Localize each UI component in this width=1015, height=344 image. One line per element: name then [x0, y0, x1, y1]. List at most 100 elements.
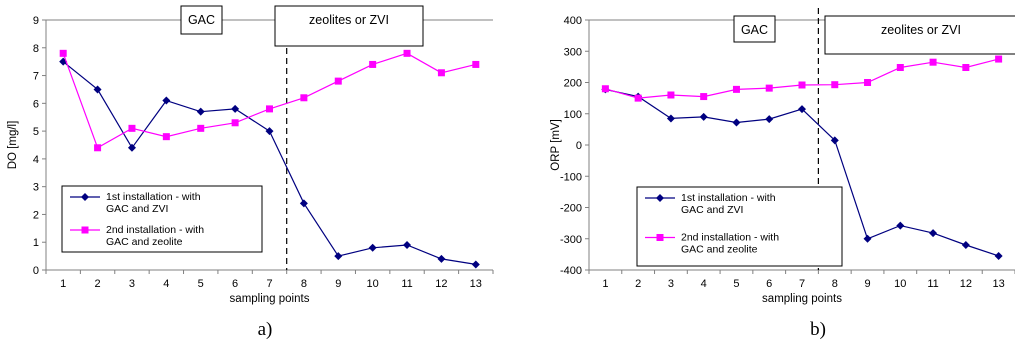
x-tick-label: 10 — [367, 278, 379, 290]
y-tick-label: 9 — [33, 15, 39, 27]
series-2-point — [601, 85, 609, 93]
series-1-point — [368, 243, 377, 252]
series-2-point — [437, 69, 445, 77]
x-tick-label: 2 — [635, 278, 641, 290]
series-2-point — [995, 55, 1003, 63]
y-tick-label: 300 — [564, 46, 582, 58]
x-tick-label: 13 — [992, 278, 1004, 290]
y-tick-label: 0 — [33, 265, 39, 277]
x-tick-label: 7 — [799, 278, 805, 290]
x-tick-label: 9 — [335, 278, 341, 290]
legend-entry-text: 2nd installation - with — [681, 232, 779, 244]
series-2-point — [896, 64, 904, 71]
legend-entry-text: GAC and zeolite — [681, 244, 758, 256]
chart-panel-b: -400 -300 -200 -100 0 100 200 300 400 1 2 3 4 5 6 7 8 9 10… — [508, 0, 1015, 344]
zeolites-zvi-box — [824, 15, 1015, 55]
series-1-point — [437, 254, 446, 263]
y-tick-label: -300 — [560, 234, 582, 246]
series-1-point — [93, 85, 102, 94]
series-1-point — [666, 114, 675, 123]
series-1-point — [929, 229, 938, 238]
series-1-point — [765, 115, 774, 124]
legend-entry-text: 1st installation - with — [681, 192, 776, 204]
legend-entry-text: GAC and ZVI — [106, 203, 168, 215]
series-1-point — [471, 260, 480, 269]
y-tick-label: 200 — [564, 78, 582, 90]
series-1-point — [196, 107, 205, 116]
x-tick-label: 4 — [163, 278, 169, 290]
x-tick-label: 10 — [894, 278, 906, 290]
series-1-point — [403, 241, 412, 249]
y-tick-label: 2 — [33, 209, 39, 221]
x-axis-title: sampling points — [762, 293, 842, 305]
series-2-point — [732, 85, 740, 93]
x-tick-label: 7 — [266, 278, 272, 290]
series-2-point — [929, 58, 937, 66]
x-tick-label: 6 — [232, 278, 238, 290]
legend-entry-text: 1st installation - with — [106, 191, 201, 203]
series-2-point — [369, 60, 377, 68]
legend-swatch-marker — [81, 193, 89, 201]
x-tick-label: 3 — [668, 278, 674, 290]
panel-caption: b) — [810, 319, 826, 340]
x-tick-label: 9 — [864, 278, 870, 290]
series-2-point — [300, 94, 308, 102]
series-1-point — [961, 241, 970, 249]
legend-entry-text: GAC and zeolite — [106, 236, 183, 248]
series-1-point — [699, 112, 708, 121]
series-2-point — [831, 81, 839, 89]
series-2-point — [667, 91, 675, 99]
y-tick-label: 4 — [33, 154, 39, 166]
y-tick-label: 0 — [576, 140, 582, 152]
y-axis-title: DO [mg/l] — [7, 121, 19, 170]
series-1-point — [798, 105, 806, 114]
series-2-point — [266, 105, 273, 113]
y-axis-title: ORP [mV] — [550, 119, 562, 171]
x-tick-label: 13 — [470, 278, 482, 290]
series-1-point — [830, 136, 839, 145]
series-1-point — [334, 252, 343, 261]
series-2-line — [605, 58, 999, 99]
series-2-point — [962, 64, 970, 71]
panel-caption: a) — [258, 319, 273, 340]
x-tick-label: 11 — [401, 278, 412, 290]
y-tick-label: 8 — [33, 43, 39, 55]
series-2-point — [162, 133, 170, 141]
series-1-point — [265, 127, 274, 136]
legend-box — [636, 186, 843, 267]
chart-panel-a: 0 1 2 3 4 5 6 7 8 9 1 2 3 4 5 6 7 8 9 10 11 12 13 sampling poin… — [7, 5, 494, 340]
series-1-point — [896, 221, 905, 230]
x-tick-label: 6 — [766, 278, 772, 290]
series-2-point — [128, 124, 136, 132]
legend-entry-text: 2nd installation - with — [106, 224, 204, 236]
series-2-point — [231, 119, 239, 127]
x-tick-label: 12 — [435, 278, 447, 290]
y-tick-label: 3 — [33, 182, 39, 194]
x-tick-label: 5 — [733, 278, 739, 290]
y-tick-label: 6 — [33, 98, 39, 110]
series-2-point — [700, 93, 708, 101]
series-2-point — [765, 84, 773, 92]
series-2-point — [472, 60, 480, 68]
y-tick-label: 400 — [564, 15, 582, 27]
series-2-point — [403, 49, 411, 57]
y-tick-label: -400 — [560, 265, 582, 277]
x-tick-label: 2 — [95, 278, 101, 290]
y-tick-label: 100 — [564, 109, 582, 121]
zeolites-zvi-label: zeolites or ZVI — [881, 23, 961, 37]
x-axis-title: sampling points — [230, 293, 310, 305]
legend-swatch-marker — [81, 226, 89, 234]
series-1-point — [127, 143, 136, 152]
series-2-point — [864, 79, 872, 86]
y-tick-label: 5 — [33, 126, 39, 138]
legend-swatch-marker — [656, 234, 664, 241]
x-tick-label: 12 — [960, 278, 972, 290]
x-tick-label: 3 — [129, 278, 135, 290]
zeolites-zvi-box — [274, 5, 424, 47]
gac-label: GAC — [741, 23, 768, 37]
series-2-point — [94, 144, 102, 152]
x-tick-label: 8 — [832, 278, 838, 290]
x-tick-label: 4 — [701, 278, 707, 290]
series-2-point — [634, 94, 642, 102]
